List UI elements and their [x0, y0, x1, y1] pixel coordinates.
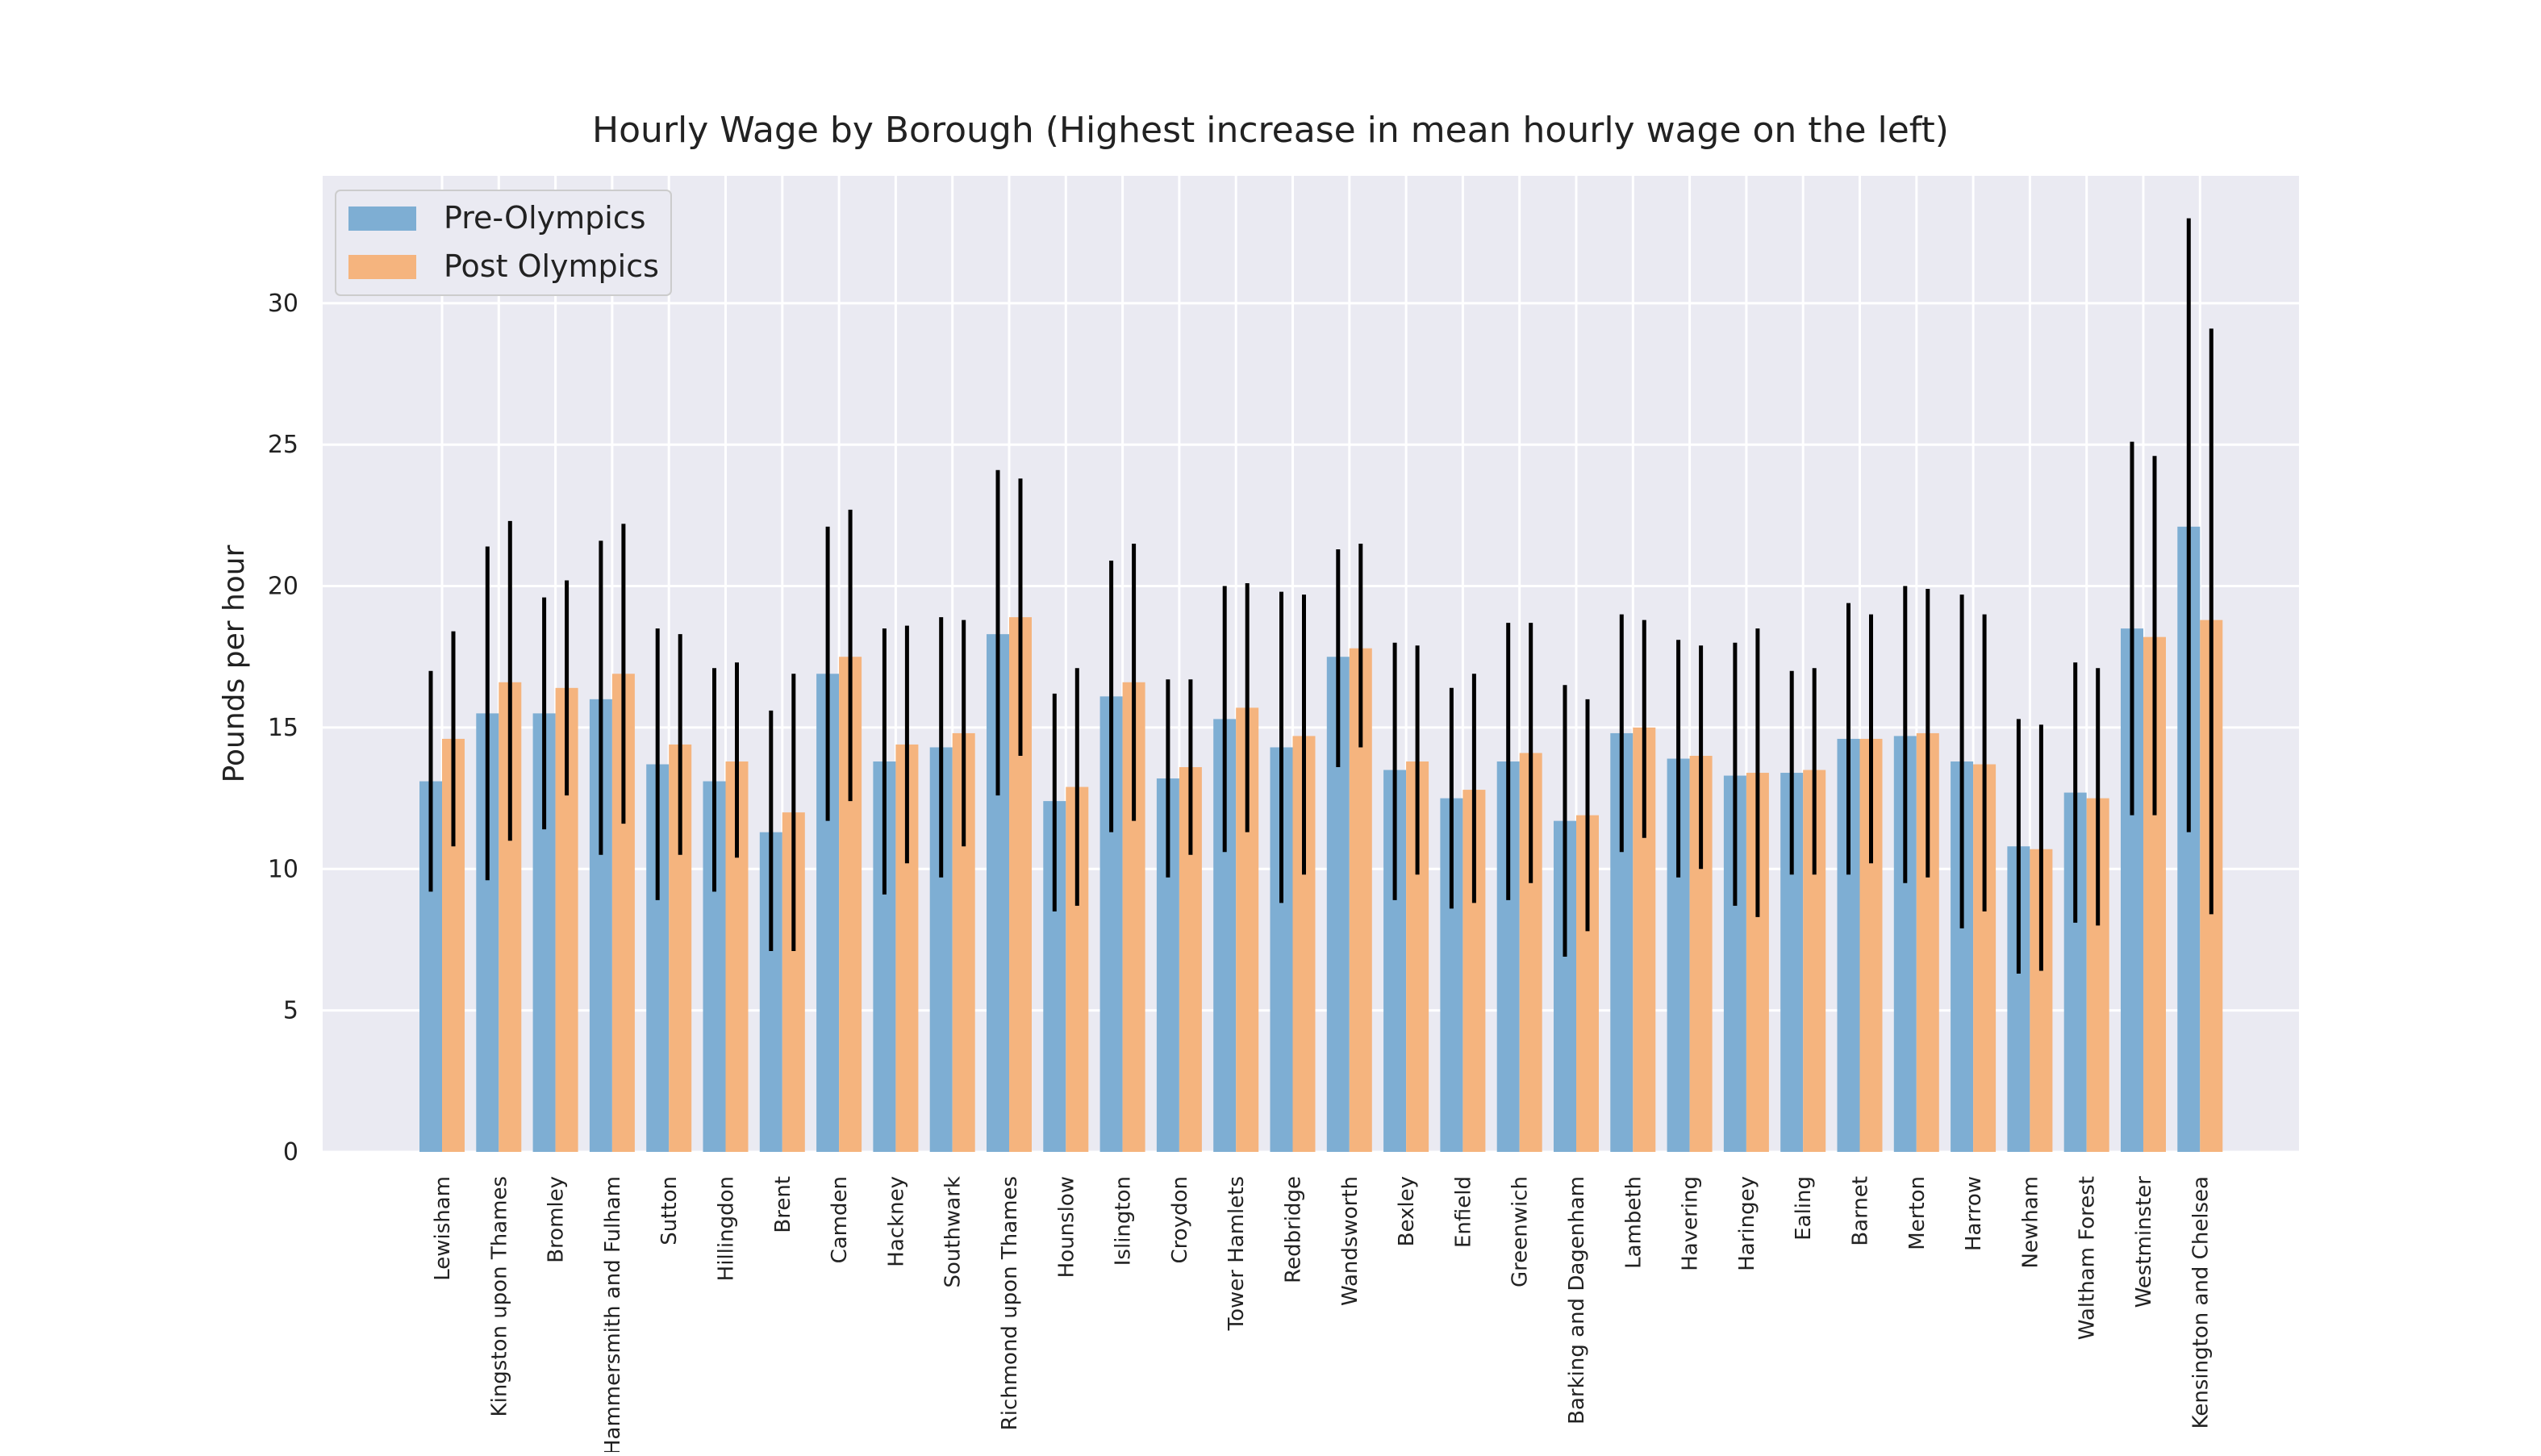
y-tick-label: 15	[268, 714, 298, 742]
x-tick-label-waltham-forest: Waltham Forest	[2076, 1176, 2100, 1340]
x-tick-label-kensington-and-chelsea: Kensington and Chelsea	[2188, 1176, 2213, 1429]
x-tick-label-croydon: Croydon	[1168, 1176, 1192, 1263]
y-tick-label: 20	[268, 573, 298, 601]
x-tick-label-hammersmith-and-fulham: Hammersmith and Fulham	[601, 1176, 625, 1452]
x-tick-label-brent: Brent	[771, 1176, 795, 1233]
x-tick-label-greenwich: Greenwich	[1508, 1176, 1533, 1287]
x-tick-label-westminster: Westminster	[2132, 1176, 2156, 1308]
x-tick-label-lewisham: Lewisham	[431, 1176, 455, 1281]
x-tick-label-redbridge: Redbridge	[1282, 1176, 1306, 1283]
x-tick-label-tower-hamlets: Tower Hamlets	[1225, 1176, 1249, 1331]
x-tick-label-southwark: Southwark	[941, 1176, 966, 1288]
bars-layer	[419, 526, 2223, 1152]
x-tick-label-merton: Merton	[1905, 1176, 1930, 1250]
legend-swatch-post-olympics	[348, 255, 416, 279]
legend: Pre-Olympics Post Olympics	[335, 190, 672, 296]
chart-title: Hourly Wage by Borough (Highest increase…	[592, 110, 1949, 151]
legend-label-pre-olympics: Pre-Olympics	[444, 200, 646, 236]
y-tick-label: 5	[283, 997, 298, 1025]
error-bars-layer	[428, 218, 2213, 974]
legend-swatch-pre-olympics	[348, 207, 416, 231]
x-tick-label-hackney: Hackney	[884, 1176, 908, 1267]
x-tick-label-sutton: Sutton	[657, 1176, 682, 1245]
x-tick-label-islington: Islington	[1112, 1176, 1136, 1266]
x-tick-label-hounslow: Hounslow	[1054, 1176, 1079, 1278]
x-tick-label-ealing: Ealing	[1792, 1176, 1816, 1241]
y-axis-ticks: 0 5 10 15 20 25 30	[268, 290, 298, 1166]
y-tick-label: 30	[268, 290, 298, 318]
x-tick-label-camden: Camden	[828, 1176, 852, 1263]
legend-label-post-olympics: Post Olympics	[444, 248, 659, 284]
x-tick-label-harrow: Harrow	[1962, 1176, 1986, 1251]
x-tick-label-kingston-upon-thames: Kingston upon Thames	[487, 1176, 511, 1416]
y-tick-label: 0	[283, 1138, 298, 1166]
x-tick-label-wandsworth: Wandsworth	[1338, 1176, 1362, 1306]
x-tick-label-havering: Havering	[1679, 1176, 1703, 1271]
x-tick-label-bromley: Bromley	[544, 1176, 569, 1263]
x-tick-label-newham: Newham	[2018, 1176, 2042, 1268]
x-tick-label-haringey: Haringey	[1735, 1176, 1759, 1271]
legend-frame	[335, 190, 672, 296]
y-tick-label: 10	[268, 855, 298, 883]
x-axis-ticks: Lewisham Kingston upon Thames Bromley Hamme…	[431, 1176, 2213, 1455]
x-tick-label-bexley: Bexley	[1395, 1176, 1419, 1246]
x-tick-label-lambeth: Lambeth	[1621, 1176, 1646, 1269]
x-tick-label-hillingdon: Hillingdon	[715, 1176, 739, 1281]
x-tick-label-barnet: Barnet	[1849, 1176, 1873, 1246]
y-axis-label: Pounds per hour	[218, 544, 251, 782]
x-tick-label-barking-and-dagenham: Barking and Dagenham	[1565, 1176, 1589, 1425]
y-tick-label: 25	[268, 431, 298, 459]
x-tick-label-enfield: Enfield	[1451, 1176, 1475, 1248]
x-tick-label-richmond-upon-thames: Richmond upon Thames	[998, 1176, 1022, 1430]
